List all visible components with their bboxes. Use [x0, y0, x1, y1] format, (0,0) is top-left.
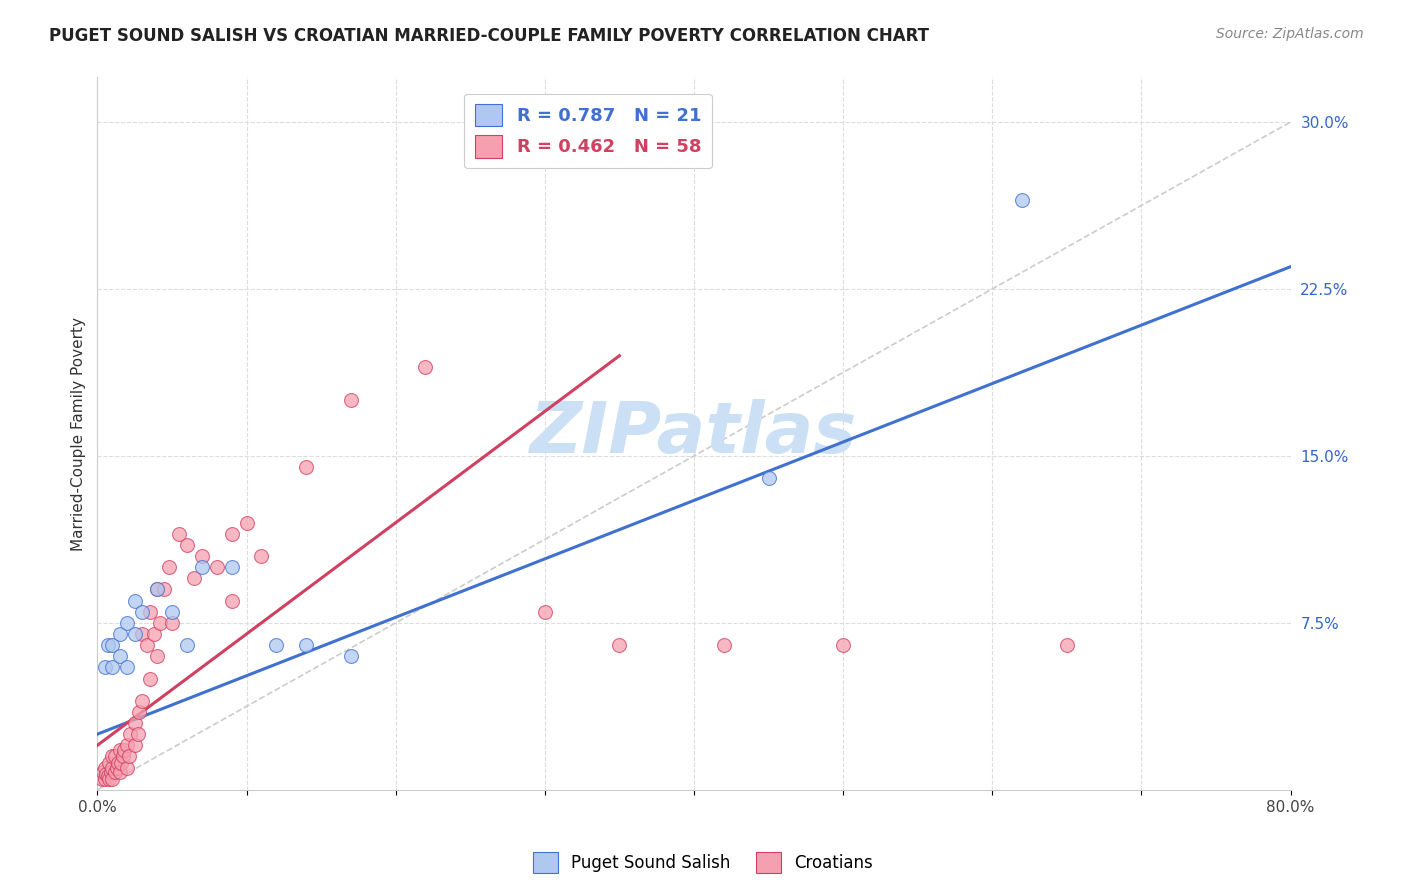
Point — [101, 749, 124, 764]
Point — [108, 765, 131, 780]
Point — [221, 526, 243, 541]
Y-axis label: Married-Couple Family Poverty: Married-Couple Family Poverty — [72, 317, 86, 550]
Point — [153, 582, 176, 597]
Point — [221, 593, 243, 607]
Point — [111, 749, 134, 764]
Point — [115, 761, 138, 775]
Text: PUGET SOUND SALISH VS CROATIAN MARRIED-COUPLE FAMILY POVERTY CORRELATION CHART: PUGET SOUND SALISH VS CROATIAN MARRIED-C… — [49, 27, 929, 45]
Legend: Puget Sound Salish, Croatians: Puget Sound Salish, Croatians — [526, 846, 880, 880]
Point — [146, 582, 169, 597]
Point — [127, 727, 149, 741]
Point — [94, 761, 117, 775]
Point — [160, 615, 183, 630]
Point — [98, 756, 121, 771]
Point — [176, 538, 198, 552]
Point — [138, 672, 160, 686]
Point — [124, 593, 146, 607]
Point — [97, 638, 120, 652]
Point — [107, 756, 129, 771]
Point — [205, 560, 228, 574]
Point — [100, 765, 122, 780]
Point — [90, 772, 112, 786]
Point — [128, 705, 150, 719]
Point — [115, 739, 138, 753]
Point — [101, 761, 124, 775]
Legend: R = 0.787   N = 21, R = 0.462   N = 58: R = 0.787 N = 21, R = 0.462 N = 58 — [464, 94, 711, 169]
Point — [96, 767, 118, 781]
Point — [131, 627, 153, 641]
Point — [295, 460, 318, 475]
Point — [713, 638, 735, 652]
Point — [1056, 638, 1078, 652]
Point — [115, 660, 138, 674]
Text: Source: ZipAtlas.com: Source: ZipAtlas.com — [1216, 27, 1364, 41]
Point — [415, 359, 437, 374]
Point — [105, 761, 128, 775]
Point — [104, 765, 127, 780]
Point — [340, 393, 363, 408]
Point — [104, 749, 127, 764]
Point — [108, 627, 131, 641]
Point — [101, 660, 124, 674]
Point — [108, 743, 131, 757]
Point — [94, 660, 117, 674]
Point — [124, 627, 146, 641]
Point — [157, 560, 180, 574]
Point — [131, 605, 153, 619]
Point — [101, 638, 124, 652]
Point — [190, 560, 212, 574]
Point — [143, 627, 166, 641]
Point — [118, 749, 141, 764]
Point — [120, 727, 142, 741]
Point — [221, 560, 243, 574]
Point — [832, 638, 855, 652]
Point — [146, 582, 169, 597]
Point — [758, 471, 780, 485]
Point — [108, 649, 131, 664]
Point — [295, 638, 318, 652]
Point — [124, 716, 146, 731]
Text: ZIPatlas: ZIPatlas — [530, 399, 858, 468]
Point — [97, 769, 120, 783]
Point — [190, 549, 212, 563]
Point — [149, 615, 172, 630]
Point — [533, 605, 555, 619]
Point — [235, 516, 257, 530]
Point — [98, 772, 121, 786]
Point — [266, 638, 288, 652]
Point — [183, 571, 205, 585]
Point — [138, 605, 160, 619]
Point — [124, 739, 146, 753]
Point — [250, 549, 273, 563]
Point — [135, 638, 157, 652]
Point — [94, 772, 117, 786]
Point — [110, 756, 132, 771]
Point — [112, 743, 135, 757]
Point — [101, 772, 124, 786]
Point — [131, 694, 153, 708]
Point — [609, 638, 631, 652]
Point — [169, 526, 191, 541]
Point — [91, 765, 114, 780]
Point — [115, 615, 138, 630]
Point — [146, 649, 169, 664]
Point — [176, 638, 198, 652]
Point — [160, 605, 183, 619]
Point — [1011, 193, 1033, 207]
Point — [340, 649, 363, 664]
